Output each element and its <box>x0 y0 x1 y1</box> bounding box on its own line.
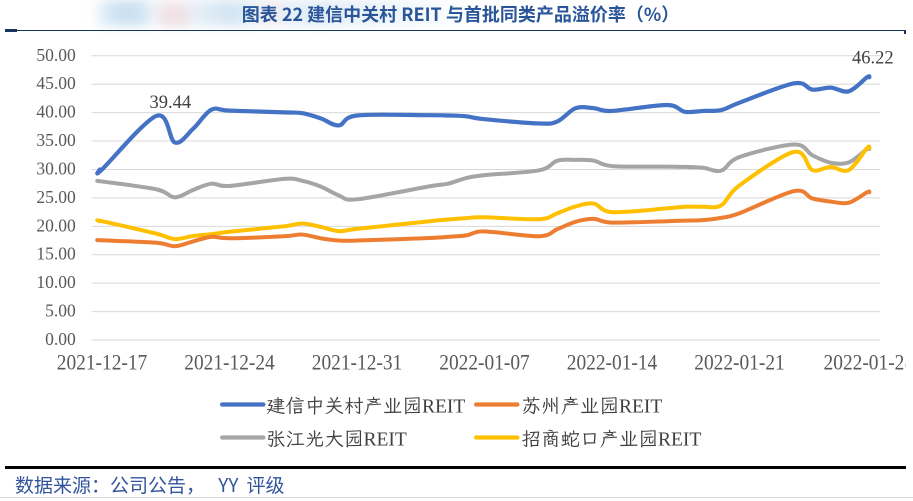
svg-text:25.00: 25.00 <box>36 187 76 207</box>
svg-text:40.00: 40.00 <box>36 102 76 122</box>
svg-text:2022-01-28: 2022-01-28 <box>824 350 913 375</box>
svg-text:2022-01-14: 2022-01-14 <box>567 350 658 375</box>
svg-text:50.00: 50.00 <box>36 45 76 65</box>
svg-text:苏州产业园REIT: 苏州产业园REIT <box>522 393 663 419</box>
svg-text:15.00: 15.00 <box>36 244 76 264</box>
svg-text:10.00: 10.00 <box>36 272 76 292</box>
svg-text:45.00: 45.00 <box>36 73 76 93</box>
svg-text:2022-01-21: 2022-01-21 <box>694 350 785 375</box>
svg-text:0.00: 0.00 <box>45 329 76 349</box>
svg-text:30.00: 30.00 <box>36 158 76 178</box>
svg-text:5.00: 5.00 <box>45 301 76 321</box>
svg-text:20.00: 20.00 <box>36 215 76 235</box>
svg-text:张江光大园REIT: 张江光大园REIT <box>266 426 407 452</box>
svg-text:46.22: 46.22 <box>852 49 894 69</box>
svg-text:35.00: 35.00 <box>36 130 76 150</box>
svg-text:2022-01-07: 2022-01-07 <box>439 350 530 375</box>
svg-text:2021-12-24: 2021-12-24 <box>184 350 275 375</box>
svg-text:招商蛇口产业园REIT: 招商蛇口产业园REIT <box>522 426 702 452</box>
svg-text:建信中关村产业园REIT: 建信中关村产业园REIT <box>266 393 465 419</box>
svg-text:2021-12-17: 2021-12-17 <box>57 350 148 375</box>
svg-text:39.44: 39.44 <box>149 93 191 113</box>
svg-text:2021-12-31: 2021-12-31 <box>312 350 403 375</box>
